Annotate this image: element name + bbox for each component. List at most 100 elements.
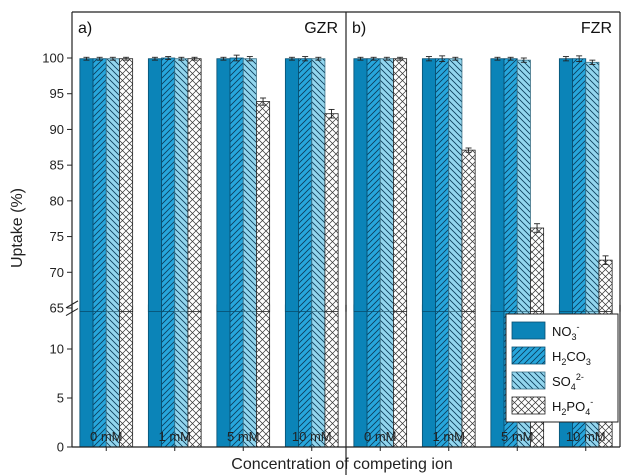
- y-tick-label: 5: [57, 391, 64, 406]
- bar-upper-gzr-2-s0: [216, 58, 231, 312]
- bar-lower-fzr-0-s3: [393, 304, 408, 448]
- y-tick-label: 75: [50, 229, 64, 244]
- bar-upper-fzr-3-s3: [598, 259, 613, 312]
- bar-upper-fzr-0-s1: [366, 58, 381, 312]
- error-bar-gzr-0-s3: [123, 56, 130, 61]
- y-tick-label: 70: [50, 265, 64, 280]
- bar-lower-fzr-1-s1: [435, 304, 450, 448]
- legend-entry: NO3-: [552, 322, 580, 342]
- bar-lower-gzr-1-s3: [187, 304, 202, 448]
- bar-upper-gzr-3-s2: [311, 58, 326, 312]
- y-tick-label: 80: [50, 193, 64, 208]
- error-bar-gzr-1-s3: [191, 56, 198, 61]
- error-bar-gzr-0-s1: [96, 56, 103, 61]
- panel-label-fzr: b): [352, 20, 366, 37]
- panel-title-gzr: GZR: [304, 20, 338, 37]
- x-tick-label: 10 mM: [292, 429, 332, 444]
- y-tick-label: 90: [50, 122, 64, 137]
- x-tick-label: 0 mM: [364, 429, 397, 444]
- error-bar-fzr-3-s1: [576, 55, 583, 63]
- error-bar-fzr-1-s1: [439, 55, 446, 63]
- error-bar-gzr-0-s2: [109, 56, 116, 61]
- error-bar-gzr-3-s1: [302, 56, 309, 62]
- bar-lower-gzr-3-s1: [298, 304, 313, 448]
- y-tick-label: 0: [57, 440, 64, 455]
- error-bar-fzr-2-s0: [494, 56, 501, 61]
- error-bar-fzr-0-s3: [397, 56, 404, 61]
- bar-lower-fzr-0-s0: [353, 304, 368, 448]
- x-tick-label: 1 mM: [159, 429, 192, 444]
- bar-lower-gzr-1-s1: [161, 304, 176, 448]
- bar-lower-fzr-2-s0: [490, 304, 505, 448]
- error-bar-fzr-1-s3: [465, 147, 472, 153]
- bar-lower-gzr-1-s2: [174, 304, 189, 448]
- bar-lower-gzr-0-s1: [92, 304, 107, 448]
- error-bar-gzr-1-s0: [151, 56, 158, 61]
- bar-upper-gzr-0-s0: [79, 58, 94, 312]
- bar-upper-fzr-2-s0: [490, 58, 505, 312]
- bar-upper-gzr-1-s2: [174, 58, 189, 312]
- error-bar-gzr-1-s2: [178, 56, 185, 61]
- bar-lower-gzr-0-s3: [119, 304, 134, 448]
- x-tick-label: 0 mM: [90, 429, 123, 444]
- legend-swatch: [511, 321, 546, 340]
- bar-lower-gzr-2-s2: [242, 304, 257, 448]
- bar-lower-gzr-0-s0: [79, 304, 94, 448]
- error-bar-gzr-2-s2: [246, 56, 253, 62]
- bar-lower-fzr-1-s3: [461, 304, 476, 448]
- bar-upper-fzr-1-s1: [435, 58, 450, 312]
- bar-upper-fzr-3-s0: [558, 58, 573, 312]
- bar-upper-gzr-1-s3: [187, 58, 202, 312]
- y-tick-label: 10: [50, 342, 64, 357]
- bar-lower-gzr-2-s1: [229, 304, 244, 448]
- legend-entry: SO42-: [552, 372, 584, 392]
- bar-upper-gzr-3-s1: [298, 58, 313, 312]
- bar-upper-fzr-2-s3: [530, 227, 545, 312]
- bar-lower-gzr-2-s3: [256, 304, 271, 448]
- error-bar-gzr-3-s2: [315, 56, 322, 61]
- bar-lower-gzr-0-s2: [105, 304, 120, 448]
- bar-upper-gzr-0-s2: [105, 58, 120, 312]
- bar-upper-gzr-2-s3: [256, 101, 271, 312]
- x-tick-label: 1 mM: [433, 429, 466, 444]
- y-axis-title: Uptake (%): [9, 188, 26, 268]
- legend-swatch: [511, 346, 546, 365]
- bar-upper-gzr-2-s2: [242, 58, 257, 312]
- bar-upper-fzr-1-s0: [421, 58, 436, 312]
- bar-lower-gzr-3-s0: [284, 304, 299, 448]
- error-bar-fzr-2-s2: [520, 57, 527, 63]
- error-bar-fzr-1-s2: [452, 56, 459, 61]
- bar-lower-fzr-0-s2: [379, 304, 394, 448]
- error-bar-gzr-3-s3: [328, 108, 335, 119]
- panel-label-gzr: a): [78, 20, 92, 37]
- legend-swatch: [511, 396, 546, 415]
- error-bar-fzr-0-s0: [357, 56, 364, 61]
- bar-upper-gzr-2-s1: [229, 57, 244, 312]
- bar-lower-fzr-1-s2: [448, 304, 463, 448]
- error-bar-gzr-2-s0: [220, 56, 227, 61]
- panel-title-fzr: FZR: [581, 20, 612, 37]
- bar-lower-gzr-3-s3: [324, 304, 339, 448]
- y-tick-label: 85: [50, 158, 64, 173]
- error-bar-fzr-3-s3: [602, 255, 609, 265]
- x-tick-label: 5 mM: [227, 429, 260, 444]
- error-bar-fzr-0-s2: [383, 56, 390, 61]
- x-tick-label: 10 mM: [566, 429, 606, 444]
- y-tick-label: 100: [42, 51, 64, 66]
- error-bar-gzr-0-s0: [83, 56, 90, 61]
- x-axis-title: Concentration of competing ion: [231, 456, 452, 473]
- bar-upper-fzr-3-s2: [585, 61, 600, 312]
- bar-upper-gzr-1-s1: [161, 57, 176, 312]
- legend-swatch: [511, 371, 546, 390]
- bar-upper-fzr-0-s0: [353, 58, 368, 312]
- y-tick-label: 95: [50, 86, 64, 101]
- x-tick-label: 5 mM: [501, 429, 534, 444]
- error-bar-gzr-2-s3: [260, 97, 267, 106]
- error-bar-gzr-2-s1: [233, 54, 240, 62]
- bar-upper-fzr-1-s3: [461, 149, 476, 312]
- error-bar-fzr-3-s0: [562, 56, 569, 62]
- error-bar-gzr-3-s0: [288, 56, 295, 61]
- error-bar-fzr-1-s0: [425, 56, 432, 62]
- bar-upper-fzr-3-s1: [572, 58, 587, 312]
